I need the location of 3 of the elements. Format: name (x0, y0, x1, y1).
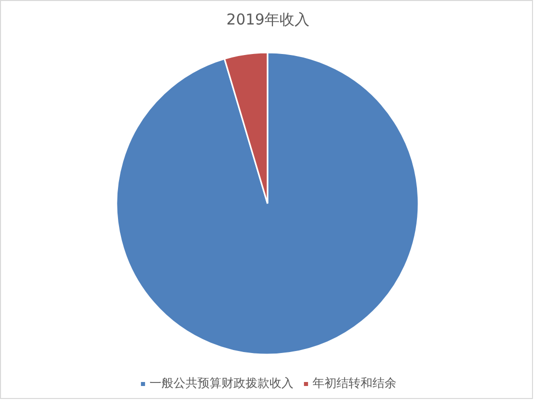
chart-title: 2019年收入 (226, 10, 310, 28)
legend-label: 年初结转和结余 (312, 375, 396, 392)
legend-label: 一般公共预算财政拨款收入 (150, 375, 294, 392)
